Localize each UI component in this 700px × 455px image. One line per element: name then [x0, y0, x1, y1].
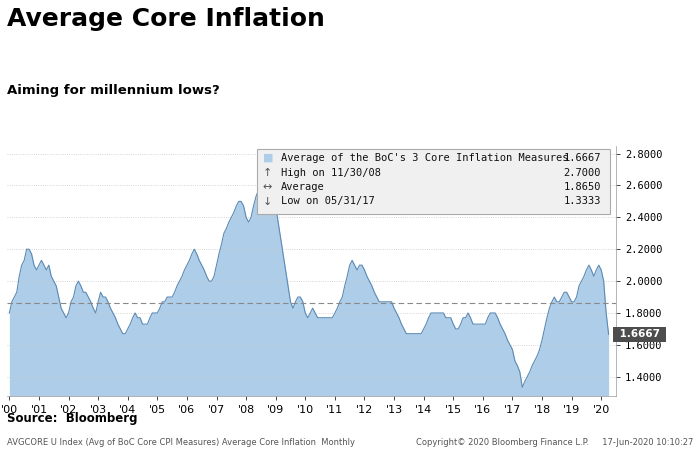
Text: 1.6667: 1.6667	[564, 153, 601, 163]
FancyBboxPatch shape	[257, 149, 610, 214]
Text: 1.3333: 1.3333	[564, 197, 601, 207]
Text: ↓: ↓	[262, 197, 272, 207]
Text: ■: ■	[262, 153, 273, 163]
Text: ↑: ↑	[262, 167, 272, 177]
Text: ↔: ↔	[262, 182, 272, 192]
Text: Source:  Bloomberg: Source: Bloomberg	[7, 412, 137, 425]
Text: Aiming for millennium lows?: Aiming for millennium lows?	[7, 84, 220, 97]
Text: Average of the BoC's 3 Core Inflation Measures: Average of the BoC's 3 Core Inflation Me…	[281, 153, 568, 163]
Text: 1.6667: 1.6667	[615, 329, 663, 339]
Text: High on 11/30/08: High on 11/30/08	[281, 167, 381, 177]
Text: Copyright© 2020 Bloomberg Finance L.P.     17-Jun-2020 10:10:27: Copyright© 2020 Bloomberg Finance L.P. 1…	[416, 438, 693, 447]
Text: Low on 05/31/17: Low on 05/31/17	[281, 197, 374, 207]
Text: 2.7000: 2.7000	[564, 167, 601, 177]
Text: Average: Average	[281, 182, 325, 192]
Text: 1.8650: 1.8650	[564, 182, 601, 192]
Text: AVGCORE U Index (Avg of BoC Core CPI Measures) Average Core Inflation  Monthly: AVGCORE U Index (Avg of BoC Core CPI Mea…	[7, 438, 355, 447]
Text: Average Core Inflation: Average Core Inflation	[7, 7, 325, 31]
